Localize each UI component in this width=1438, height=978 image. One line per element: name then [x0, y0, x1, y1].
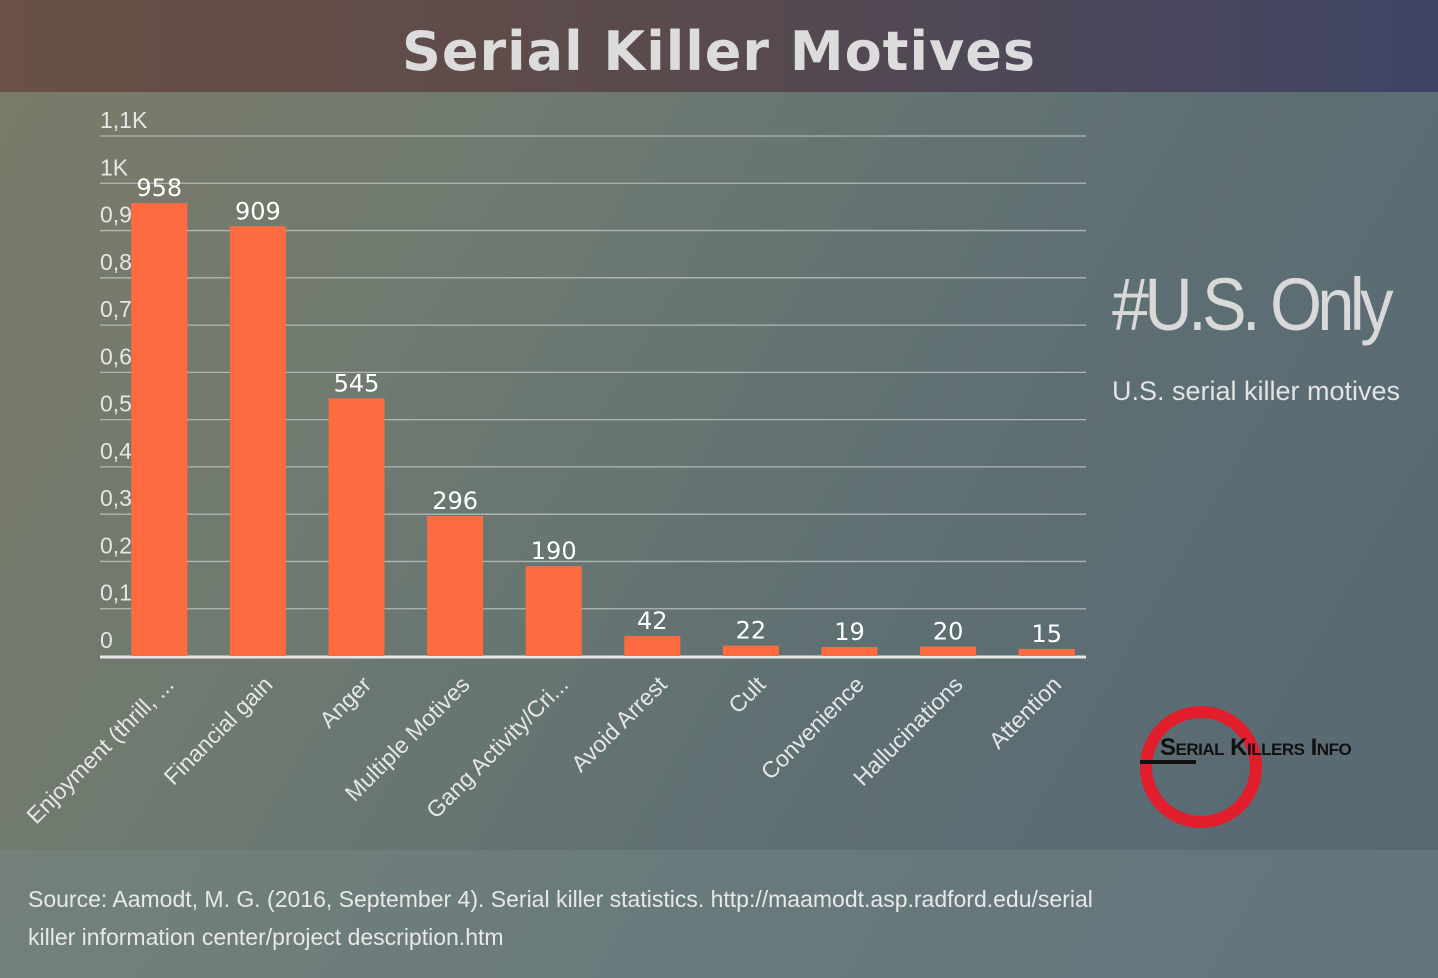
- data-label: 15: [1031, 620, 1062, 648]
- x-tick-label: Attention: [984, 671, 1067, 754]
- y-tick-label: 1,1K: [100, 107, 148, 133]
- source-citation: Source: Aamodt, M. G. (2016, September 4…: [28, 880, 1228, 956]
- data-label: 42: [637, 607, 668, 635]
- bar: [722, 645, 779, 656]
- data-label: 545: [334, 369, 380, 397]
- bar: [229, 226, 286, 657]
- logo-underline: [1140, 760, 1196, 764]
- chart-subtitle: U.S. serial killer motives: [1112, 376, 1401, 406]
- y-tick-label: 0: [100, 627, 113, 653]
- source-line-2: killer information center/project descri…: [28, 924, 504, 950]
- x-tick-label: Avoid Arrest: [566, 671, 672, 777]
- bar: [1018, 648, 1075, 656]
- bar: [328, 398, 385, 656]
- y-tick-label: 1K: [100, 154, 129, 180]
- logo-ring-icon: [1140, 706, 1262, 828]
- data-label: 909: [235, 197, 281, 225]
- bar: [821, 647, 878, 656]
- data-label: 19: [834, 618, 865, 646]
- source-line-1: Source: Aamodt, M. G. (2016, September 4…: [28, 886, 1093, 912]
- chart-title: Serial Killer Motives: [402, 20, 1036, 83]
- bar-chart: 00,1K0,2K0,3K0,4K0,5K0,6K0,7K0,8K0,9K1K1…: [21, 107, 1086, 829]
- bar: [624, 636, 681, 656]
- bar: [920, 646, 977, 656]
- footer: [0, 850, 1438, 978]
- data-label: 958: [136, 174, 182, 202]
- x-tick-label: Anger: [314, 671, 376, 733]
- x-tick-label: Enjoyment (thrill, ...: [21, 671, 179, 829]
- data-label: 22: [736, 617, 767, 645]
- bar: [525, 566, 582, 656]
- data-label: 20: [933, 618, 964, 646]
- data-label: 190: [531, 537, 577, 565]
- data-label: 296: [432, 487, 478, 515]
- us-only-tag: #U.S. Only: [1112, 263, 1394, 346]
- title-bar: [0, 0, 1438, 92]
- bar: [427, 516, 484, 656]
- x-tick-label: Cult: [723, 671, 771, 719]
- serial-killers-info-logo: Serial Killers Info: [1130, 700, 1430, 830]
- bar: [131, 203, 188, 657]
- logo-text: Serial Killers Info: [1160, 734, 1352, 761]
